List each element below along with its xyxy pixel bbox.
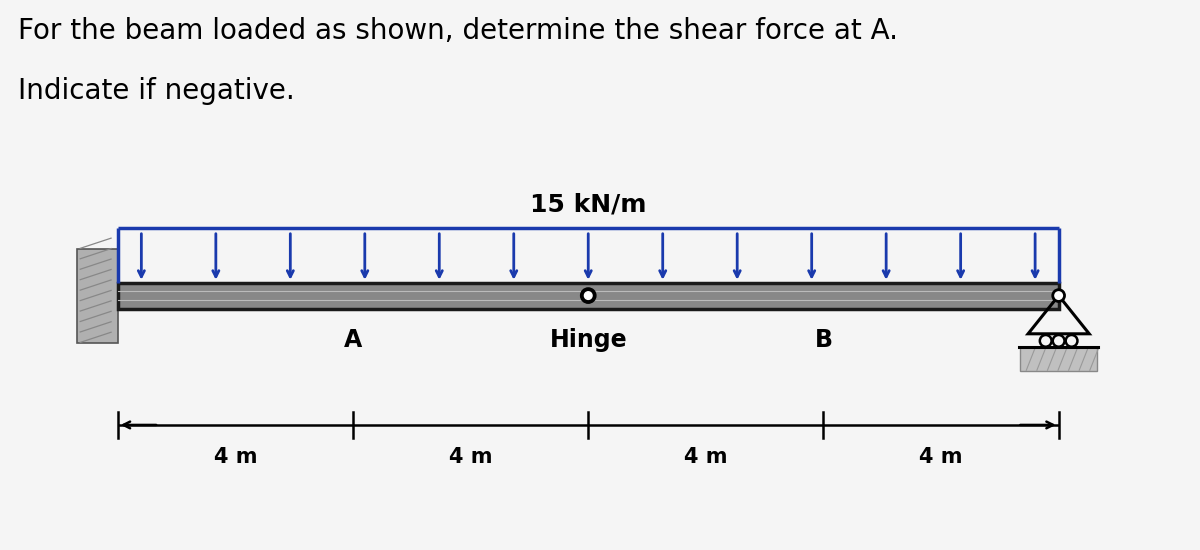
- Text: 4 m: 4 m: [919, 447, 962, 468]
- Bar: [1020, 346, 1097, 371]
- Circle shape: [581, 288, 596, 303]
- Text: For the beam loaded as shown, determine the shear force at A.: For the beam loaded as shown, determine …: [18, 16, 898, 45]
- Text: 15 kN/m: 15 kN/m: [530, 192, 647, 216]
- Text: A: A: [344, 328, 362, 352]
- Circle shape: [584, 292, 592, 299]
- Circle shape: [1052, 290, 1064, 301]
- Bar: [118, 283, 1058, 309]
- Text: Hinge: Hinge: [550, 328, 628, 352]
- Text: B: B: [815, 328, 833, 352]
- Text: Indicate if negative.: Indicate if negative.: [18, 77, 295, 105]
- Text: 4 m: 4 m: [449, 447, 492, 468]
- Text: 4 m: 4 m: [214, 447, 257, 468]
- Bar: [77, 249, 118, 343]
- Text: 4 m: 4 m: [684, 447, 727, 468]
